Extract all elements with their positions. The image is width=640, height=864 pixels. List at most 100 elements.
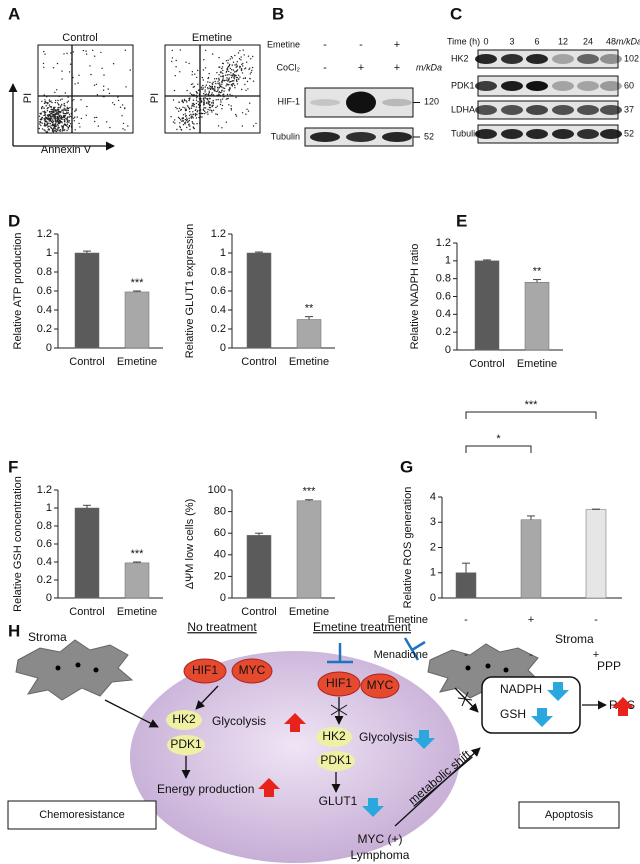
flow-dot	[221, 67, 223, 70]
flow-dot	[227, 84, 229, 86]
flow-dot	[204, 94, 206, 96]
flow-x-label: Annexin V	[41, 144, 92, 156]
flow-dot	[230, 72, 232, 74]
flow-dot	[41, 128, 44, 130]
flow-dot	[59, 130, 61, 132]
y-tick-label: 80	[214, 506, 226, 518]
bar	[585, 509, 607, 599]
flow-dot	[55, 99, 57, 102]
flow-dot	[69, 115, 71, 118]
flow-dot	[229, 80, 232, 83]
panel-label: C	[450, 4, 462, 23]
flow-dot	[233, 74, 236, 76]
flow-dot	[193, 105, 195, 108]
flow-dot	[79, 126, 81, 128]
flow-dot	[202, 69, 205, 71]
band	[310, 132, 340, 142]
flow-dot	[235, 74, 237, 77]
flow-dot	[49, 123, 51, 125]
flow-dot	[75, 108, 77, 110]
panel-label: H	[8, 621, 20, 640]
flow-dot	[179, 122, 181, 124]
flow-dot	[188, 107, 191, 110]
flow-dot	[215, 78, 218, 80]
flow-dot	[211, 85, 214, 88]
bracket	[465, 411, 597, 419]
flow-dot	[44, 99, 46, 101]
band	[577, 81, 599, 91]
flow-dot	[204, 89, 206, 91]
flow-dot	[188, 62, 190, 65]
flow-dot	[247, 88, 249, 90]
flow-dot	[38, 127, 40, 130]
flow-dot	[47, 116, 50, 118]
flow-dot	[211, 92, 213, 94]
time-point: 12	[558, 36, 568, 46]
flow-dot	[240, 68, 243, 70]
flow-dot	[178, 107, 181, 110]
node-label: HIF1	[192, 663, 218, 677]
band-mw: 52	[424, 131, 434, 141]
flow-dot	[192, 99, 195, 101]
flow-dot	[108, 92, 111, 95]
flow-dot	[56, 130, 58, 132]
flow-dot	[57, 110, 59, 113]
band-mw: 52	[624, 128, 634, 138]
flow-dot	[229, 63, 231, 66]
flow-dot	[209, 106, 212, 109]
flow-dot	[46, 118, 49, 120]
outcome-box	[7, 800, 157, 830]
flow-dot	[220, 101, 222, 103]
flow-dot	[46, 103, 48, 105]
band	[600, 54, 622, 64]
flow-dot	[208, 72, 210, 75]
flow-dot	[52, 131, 55, 133]
heading: No treatment	[187, 620, 257, 634]
flow-dot	[243, 54, 245, 56]
band	[382, 132, 412, 142]
flow-dot	[57, 128, 59, 130]
flow-dot	[63, 102, 65, 105]
flow-dot	[247, 110, 250, 112]
time-label: Time (h)	[447, 36, 480, 46]
flow-dot	[228, 70, 230, 73]
flow-dot	[85, 114, 88, 117]
band-mw: 37	[624, 104, 634, 114]
flow-dot	[61, 109, 63, 111]
flow-dot	[54, 120, 56, 122]
flow-dot	[49, 117, 51, 119]
flow-dot	[53, 106, 55, 109]
node-label: HIF1	[326, 676, 352, 690]
heading: Emetine treatment	[313, 620, 412, 634]
flow-dot	[85, 53, 88, 55]
flow-dot	[189, 128, 191, 131]
flow-dot	[193, 85, 196, 88]
band-label: HK2	[451, 53, 469, 63]
flow-dot	[224, 79, 226, 82]
flow-dot	[216, 90, 218, 93]
flow-dot	[57, 119, 60, 121]
flow-dot	[58, 117, 60, 119]
flow-dot	[44, 101, 47, 103]
flow-dot	[117, 99, 120, 102]
flow-dot	[202, 79, 204, 81]
flow-dot	[214, 80, 216, 83]
flow-dot	[63, 124, 65, 126]
flow-dot	[61, 98, 63, 100]
cell-label: Lymphoma	[351, 848, 410, 862]
flow-dot	[203, 107, 205, 109]
flow-dot	[170, 116, 172, 118]
bar	[474, 260, 500, 351]
time-point: 48	[606, 36, 616, 46]
flow-dot	[56, 62, 59, 65]
flow-dot	[57, 99, 59, 102]
treatment-sign: -	[529, 649, 533, 661]
flow-dot	[203, 59, 205, 61]
flow-dot	[50, 105, 52, 108]
flow-dot	[232, 73, 234, 76]
flow-dot	[251, 66, 254, 69]
x-tick-label: Emetine	[289, 606, 329, 618]
flow-dot	[188, 117, 190, 120]
flow-dot	[189, 125, 191, 127]
flow-dot	[191, 121, 193, 123]
